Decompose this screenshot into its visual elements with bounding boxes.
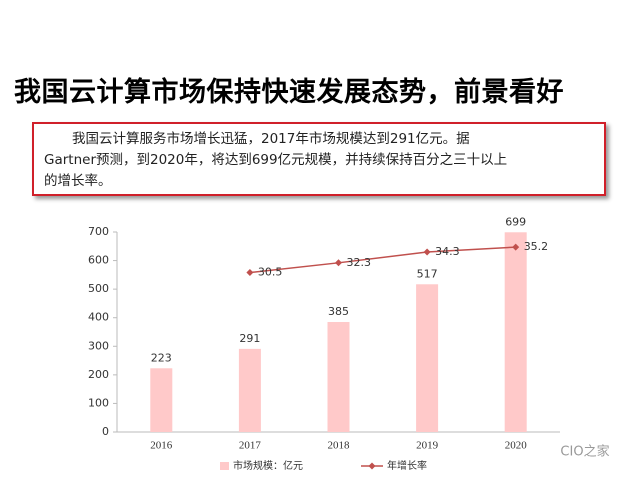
x-tick-label: 2020 [505, 440, 528, 452]
point [512, 243, 520, 251]
y-tick-label: 500 [88, 282, 109, 295]
watermark: CIO之家 [560, 444, 609, 460]
y-tick-label: 600 [88, 254, 109, 267]
data-label: 699 [505, 215, 526, 228]
x-tick-label: 2017 [239, 440, 262, 452]
y-tick-label: 400 [88, 311, 109, 324]
y-tick-label: 700 [88, 225, 109, 238]
x-tick-label: 2019 [416, 440, 439, 452]
y-tick-label: 200 [88, 368, 109, 381]
bar [504, 232, 527, 432]
bar [150, 368, 173, 432]
data-label: 30.5 [258, 266, 283, 279]
y-tick-label: 0 [102, 425, 109, 438]
y-tick-label: 300 [88, 339, 109, 352]
bar [238, 348, 261, 432]
legend-swatch [220, 462, 229, 470]
slide-title: 我国云计算市场保持快速发展态势，前景看好 [14, 77, 564, 108]
y-tick-label: 100 [88, 396, 109, 409]
data-label: 223 [151, 351, 172, 364]
x-tick-label: 2018 [328, 440, 351, 452]
text-line: 的增长率。 [44, 173, 112, 189]
data-label: 32.3 [347, 256, 372, 269]
line [249, 246, 516, 274]
legend-label: 年增长率 [387, 459, 427, 472]
data-label: 34.3 [435, 245, 460, 258]
text-box: 我国云计算服务市场增长迅猛，2017年市场规模达到291亿元。据 Gartner… [32, 122, 606, 196]
x-tick-label: 2016 [150, 440, 173, 452]
legend-label: 市场规模：亿元 [233, 459, 303, 472]
data-label: 385 [328, 305, 349, 318]
bar [327, 322, 350, 432]
data-label: 291 [239, 332, 260, 345]
text-line: Gartner预测，到2020年，将达到699亿元规模，并持续保持百分之三十以上 [44, 152, 508, 168]
point [246, 269, 254, 277]
point [423, 248, 431, 256]
data-label: 35.2 [524, 240, 549, 253]
bar [416, 284, 439, 432]
text-line: 我国云计算服务市场增长迅猛，2017年市场规模达到291亿元。据 [72, 131, 470, 147]
data-label: 517 [417, 267, 438, 280]
legend-swatch [368, 462, 376, 470]
point [335, 259, 342, 267]
